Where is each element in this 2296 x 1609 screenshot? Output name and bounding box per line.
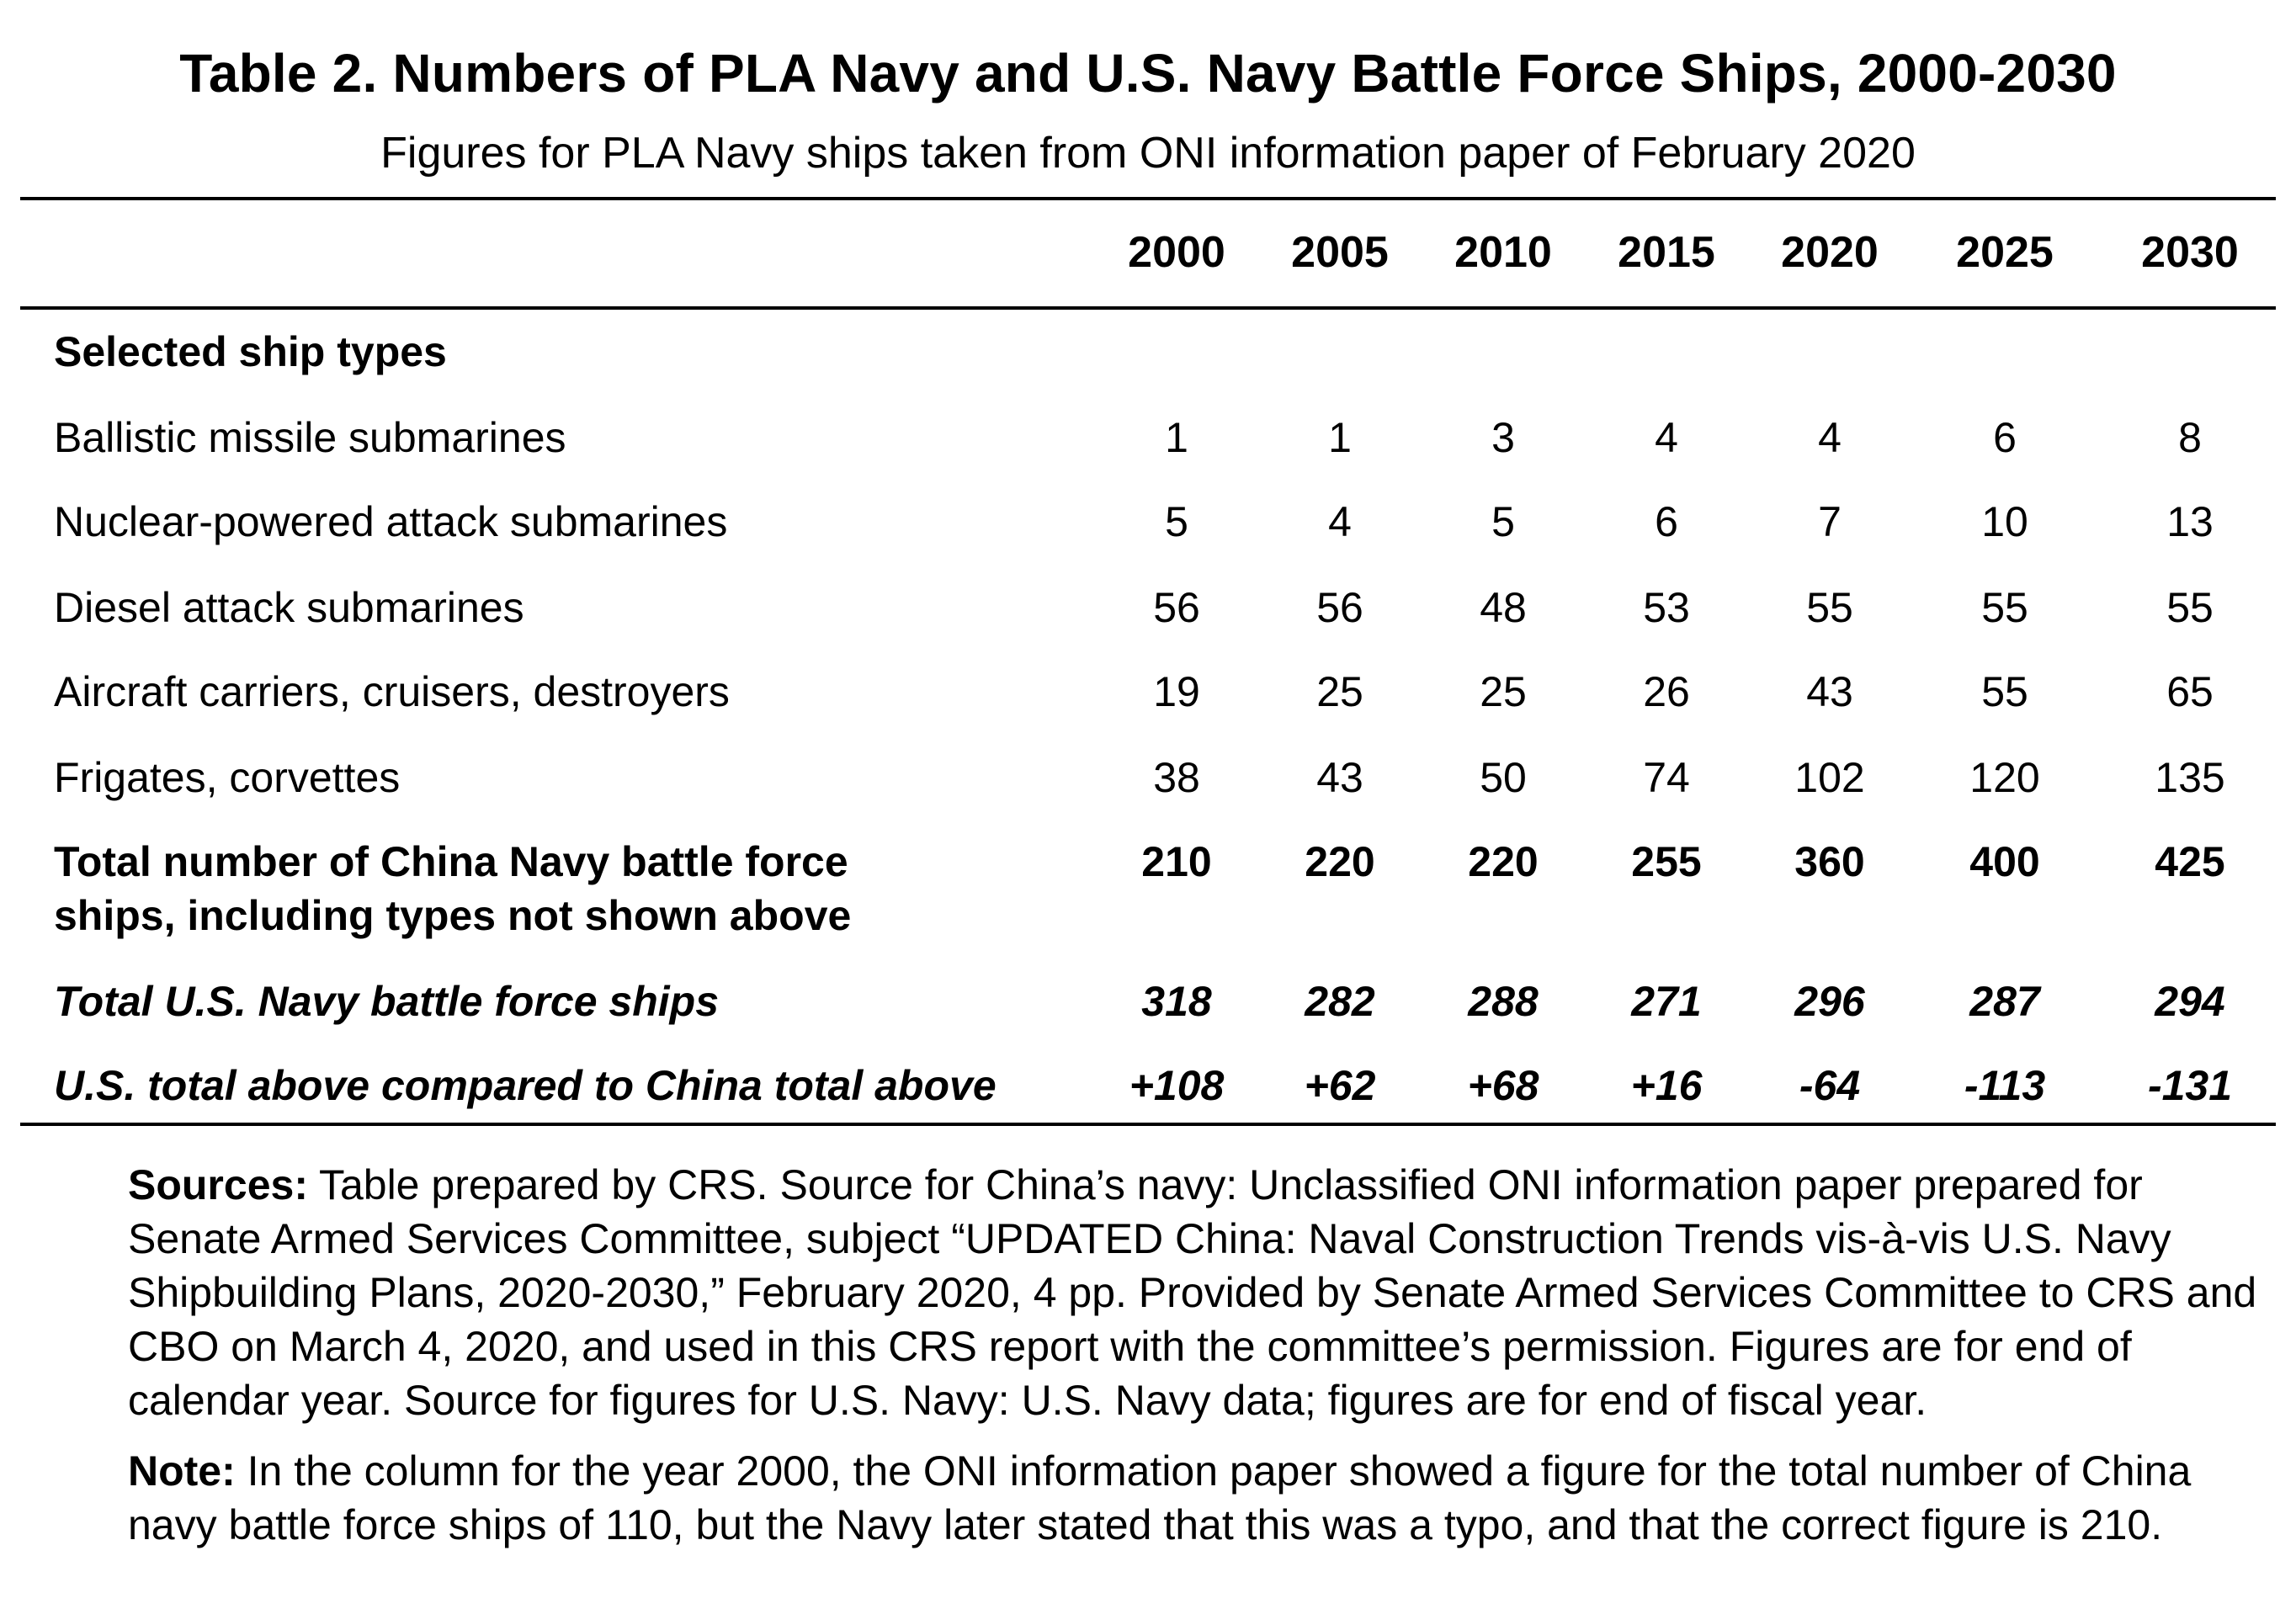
table-cell: 1	[1328, 414, 1352, 461]
row-label-nuclear-powered-attack-submarines: Nuclear-powered attack submarines	[54, 498, 728, 545]
comparison-cell: +68	[1467, 1062, 1539, 1109]
table-cell: 135	[2155, 754, 2225, 801]
us-total-cell: 282	[1305, 978, 1375, 1025]
table-cell: 55	[1981, 584, 2028, 631]
section-label: Selected ship types	[54, 328, 447, 375]
row-label-ballistic-missile-submarines: Ballistic missile submarines	[54, 414, 566, 461]
sources-note: Sources: Table prepared by CRS. Source f…	[128, 1158, 2266, 1427]
table-cell: 56	[1316, 584, 1363, 631]
table-subtitle: Figures for PLA Navy ships taken from ON…	[380, 129, 1916, 178]
table-cell: 19	[1153, 668, 1200, 715]
table-cell: 4	[1818, 414, 1842, 461]
table-cell: 3	[1491, 414, 1515, 461]
china-total-cell: 220	[1305, 838, 1375, 885]
china-total-cell: 255	[1631, 838, 1702, 885]
table-cell: 13	[2166, 498, 2214, 545]
comparison-cell: -113	[1964, 1062, 2046, 1109]
table-cell: 65	[2166, 668, 2214, 715]
us-total-cell: 288	[1468, 978, 1539, 1025]
table-cell: 4	[1328, 498, 1352, 545]
china-total-label-line1: Total number of China Navy battle force	[54, 838, 848, 885]
china-total-label-line2: ships, including types not shown above	[54, 892, 852, 939]
column-header-2015: 2015	[1618, 228, 1715, 277]
table-cell: 25	[1480, 668, 1527, 715]
us-total-cell: 296	[1794, 978, 1865, 1025]
header-rule	[20, 306, 2276, 310]
us-total-label: Total U.S. Navy battle force ships	[54, 978, 720, 1025]
china-total-cell: 425	[2155, 838, 2225, 885]
footnote: Note: In the column for the year 2000, t…	[128, 1444, 2266, 1552]
table-cell: 7	[1818, 498, 1842, 545]
column-header-2020: 2020	[1781, 228, 1879, 277]
table-cell: 5	[1165, 498, 1188, 545]
table-title: Table 2. Numbers of PLA Navy and U.S. Na…	[179, 43, 2117, 104]
top-rule	[20, 197, 2276, 200]
us-total-cell: 271	[1631, 978, 1702, 1025]
table-cell: 120	[1969, 754, 2040, 801]
comparison-cell: -64	[1799, 1062, 1861, 1109]
table-cell: 4	[1655, 414, 1678, 461]
comparison-cell: +62	[1304, 1062, 1376, 1109]
china-total-cell: 220	[1468, 838, 1539, 885]
table-cell: 50	[1480, 754, 1527, 801]
table-cell: 74	[1643, 754, 1690, 801]
column-header-2010: 2010	[1454, 228, 1552, 277]
table-cell: 53	[1643, 584, 1690, 631]
table-cell: 102	[1794, 754, 1865, 801]
comparison-cell: -131	[2147, 1062, 2233, 1109]
us-total-cell: 287	[1969, 978, 2040, 1025]
table-cell: 10	[1981, 498, 2028, 545]
column-header-2030: 2030	[2141, 228, 2239, 277]
us-total-cell: 318	[1141, 978, 1212, 1025]
comparison-label: U.S. total above compared to China total…	[54, 1062, 997, 1109]
row-label-diesel-attack-submarines: Diesel attack submarines	[54, 584, 524, 631]
table-cell: 43	[1806, 668, 1853, 715]
table-cell: 43	[1316, 754, 1363, 801]
table-cell: 55	[1981, 668, 2028, 715]
comparison-cell: +16	[1630, 1062, 1703, 1109]
table-cell: 6	[1655, 498, 1678, 545]
note-lead: Note:	[128, 1447, 236, 1495]
bottom-rule	[20, 1123, 2276, 1126]
china-total-cell: 210	[1141, 838, 1212, 885]
column-header-2025: 2025	[1956, 228, 2054, 277]
table-cell: 55	[2166, 584, 2214, 631]
table-cell: 25	[1316, 668, 1363, 715]
comparison-cell: +108	[1129, 1062, 1225, 1109]
column-header-2005: 2005	[1291, 228, 1389, 277]
table-cell: 55	[1806, 584, 1853, 631]
table-cell: 1	[1165, 414, 1188, 461]
china-total-cell: 400	[1969, 838, 2040, 885]
sources-text: Table prepared by CRS. Source for China’…	[128, 1161, 2257, 1424]
table-cell: 5	[1491, 498, 1515, 545]
table-cell: 38	[1153, 754, 1200, 801]
table-cell: 56	[1153, 584, 1200, 631]
table-cell: 6	[1993, 414, 2017, 461]
us-total-cell: 294	[2155, 978, 2225, 1025]
column-header-2000: 2000	[1128, 228, 1225, 277]
table-cell: 8	[2178, 414, 2202, 461]
sources-lead: Sources:	[128, 1161, 308, 1208]
row-label-aircraft-carriers-cruisers-destroyers: Aircraft carriers, cruisers, destroyers	[54, 668, 730, 715]
china-total-cell: 360	[1794, 838, 1865, 885]
table-cell: 48	[1480, 584, 1527, 631]
row-label-frigates-corvettes: Frigates, corvettes	[54, 754, 401, 801]
note-text: In the column for the year 2000, the ONI…	[128, 1447, 2192, 1548]
table-cell: 26	[1643, 668, 1690, 715]
